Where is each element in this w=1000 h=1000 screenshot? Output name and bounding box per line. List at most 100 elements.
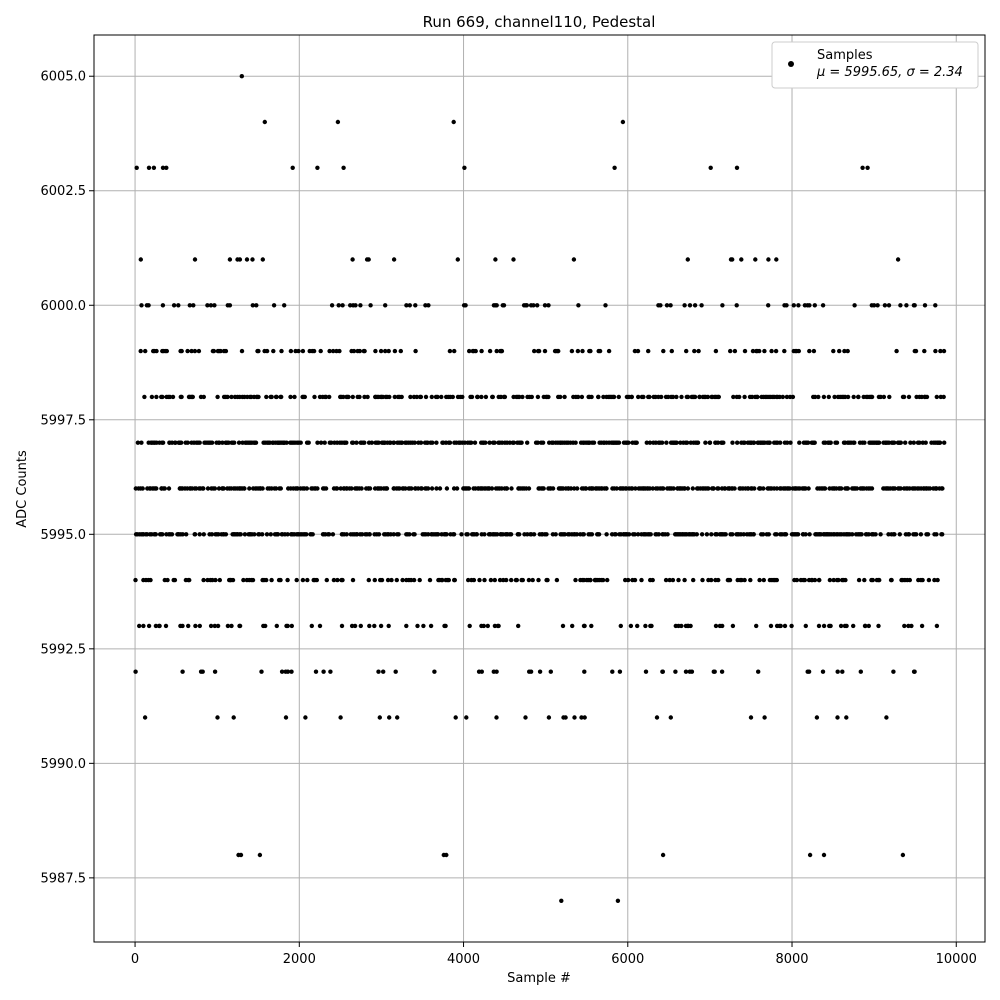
data-point: [165, 577, 170, 583]
data-point: [679, 623, 684, 629]
data-point: [469, 394, 475, 400]
data-point: [856, 394, 861, 400]
data-point: [172, 577, 178, 583]
data-point: [812, 577, 818, 583]
data-point: [942, 440, 947, 445]
data-point: [377, 715, 382, 720]
data-point: [934, 394, 939, 400]
data-point: [482, 577, 487, 583]
data-point: [385, 577, 391, 583]
data-point: [569, 348, 575, 354]
data-point: [900, 852, 906, 858]
data-point: [354, 532, 360, 537]
data-point: [836, 577, 841, 583]
data-point: [757, 577, 762, 583]
data-point: [192, 348, 198, 354]
data-point: [359, 486, 364, 491]
data-point: [753, 257, 758, 262]
data-point: [699, 303, 704, 308]
data-point: [180, 623, 185, 629]
data-point: [227, 303, 233, 308]
data-point: [352, 623, 358, 629]
data-point: [822, 486, 828, 491]
data-point: [196, 348, 202, 354]
data-point: [720, 303, 725, 308]
y-tick-label: 5990.0: [41, 757, 87, 772]
data-point: [372, 577, 377, 583]
data-point: [166, 486, 172, 491]
data-point: [215, 623, 221, 629]
data-point: [528, 669, 534, 674]
data-point: [647, 440, 653, 445]
data-point: [365, 394, 370, 400]
data-point: [873, 532, 878, 537]
data-point: [906, 532, 912, 537]
data-point: [835, 715, 840, 720]
data-point: [632, 577, 638, 583]
data-point: [423, 394, 429, 400]
data-point: [782, 623, 788, 629]
data-point: [682, 577, 687, 583]
data-point: [517, 532, 522, 537]
y-tick-label: 6000.0: [41, 299, 87, 314]
data-point: [636, 394, 641, 400]
chart-title: Run 669, channel110, Pedestal: [423, 13, 656, 31]
data-point: [350, 394, 355, 400]
data-point: [263, 623, 268, 629]
data-point: [674, 394, 679, 400]
data-point: [862, 577, 867, 583]
data-point: [715, 440, 721, 445]
data-point: [197, 532, 202, 537]
data-point: [238, 532, 243, 537]
data-point: [366, 257, 371, 262]
data-point: [264, 577, 269, 583]
data-point: [866, 623, 871, 629]
data-point: [443, 623, 448, 629]
data-point: [179, 440, 184, 445]
data-point: [489, 486, 495, 491]
data-point: [664, 440, 669, 445]
data-point: [588, 577, 593, 583]
data-point: [615, 898, 621, 903]
data-point: [238, 852, 244, 858]
data-point: [271, 303, 277, 308]
data-point: [509, 577, 514, 583]
data-point: [394, 577, 399, 583]
data-point: [192, 257, 198, 262]
data-point: [146, 303, 151, 308]
data-point: [236, 440, 242, 445]
data-point: [414, 394, 419, 400]
data-point: [845, 394, 851, 400]
data-point: [541, 486, 546, 491]
data-point: [629, 394, 634, 400]
data-point: [340, 303, 345, 308]
data-point: [143, 348, 148, 354]
data-point: [304, 486, 310, 491]
data-point: [186, 623, 191, 629]
data-point: [487, 440, 492, 445]
data-point: [444, 852, 449, 858]
data-point: [919, 623, 925, 629]
data-point: [562, 394, 567, 400]
data-point: [253, 440, 259, 445]
data-point: [153, 623, 159, 629]
data-point: [766, 257, 771, 262]
data-point: [532, 348, 537, 354]
data-point: [285, 532, 290, 537]
data-point: [419, 486, 424, 491]
data-point: [146, 623, 152, 629]
data-point: [262, 119, 267, 125]
data-point: [349, 486, 354, 491]
data-point: [494, 303, 499, 308]
data-point: [601, 394, 606, 400]
data-point: [519, 440, 524, 445]
data-point: [358, 623, 363, 629]
data-point: [279, 394, 284, 400]
data-point: [884, 715, 889, 720]
data-point: [536, 577, 541, 583]
data-point: [734, 165, 740, 170]
data-point: [313, 669, 319, 674]
data-point: [367, 532, 372, 537]
data-point: [187, 577, 192, 583]
data-point: [304, 532, 309, 537]
